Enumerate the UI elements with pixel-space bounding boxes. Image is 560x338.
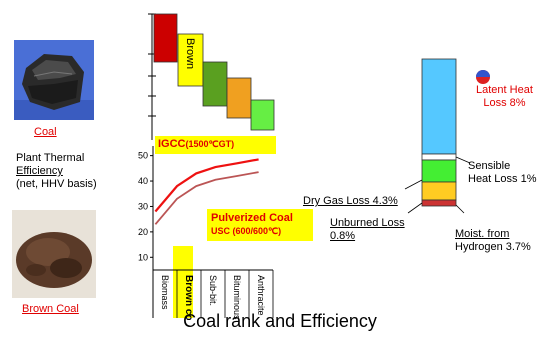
segment-moisture <box>421 199 457 207</box>
igcc-line <box>154 158 259 213</box>
step-anthracite <box>250 99 275 131</box>
efficiency-label-line-2: Efficiency <box>16 165 63 177</box>
step-subbit <box>202 61 228 107</box>
pc-label-box <box>207 209 313 241</box>
step-bituminous <box>226 77 252 119</box>
caption: Coal rank and Efficiency <box>183 311 377 331</box>
sensible-heat-label-line-1: Sensible <box>468 160 511 172</box>
y-tick-label: 40 <box>138 176 148 186</box>
dry-gas-leader <box>404 179 423 190</box>
latent-heat-label: Latent Heat Loss 8% <box>476 84 533 110</box>
category-label: Brown coal <box>183 275 194 320</box>
segment-sensible <box>421 153 457 161</box>
segment-latent <box>421 58 457 155</box>
efficiency-label-line-1: Plant Thermal <box>16 152 85 164</box>
igcc-label-main: IGCC <box>158 138 186 150</box>
step-brown <box>177 33 204 87</box>
sensible-heat-label: Sensible Heat Loss 1% <box>468 160 536 186</box>
pc-line <box>154 171 259 225</box>
efficiency-chart: 10 20 30 40 50 Biomass Brown coal Sub-bit. Bitu… <box>138 146 274 320</box>
latent-heat-label-line-2: Loss 8% <box>483 97 526 109</box>
y-tick-label: 30 <box>138 201 148 211</box>
unburned-loss-label-line-2: 0.8% <box>330 230 356 242</box>
y-tick-label: 10 <box>138 252 148 262</box>
unburned-loss-label: Unburned Loss 0.8% <box>330 217 405 243</box>
category-label: Bituminous <box>232 275 242 320</box>
pc-label-sub: USC (600/600℃) <box>211 226 282 236</box>
brown-coal-label[interactable]: Brown Coal <box>22 303 79 315</box>
efficiency-label-line-3: (net, HHV basis) <box>16 178 97 190</box>
igcc-label-sub: (1500℃GT) <box>185 139 235 149</box>
y-tick-label: 20 <box>138 227 148 237</box>
category-label: Anthracite <box>256 275 266 316</box>
y-tick-label: 50 <box>138 151 148 161</box>
coal-photo <box>14 40 94 120</box>
brown-coal-photo <box>12 210 96 298</box>
sensible-heat-label-line-2: Heat Loss 1% <box>468 173 537 185</box>
igcc-label-box <box>155 136 276 154</box>
coal-label[interactable]: Coal <box>34 126 57 138</box>
segment-dry-gas <box>421 159 457 183</box>
heat-loss-bar <box>404 58 490 214</box>
moisture-leader <box>455 204 465 214</box>
brown-step-label: Brown <box>184 38 196 69</box>
pc-label: Pulverized Coal USC (600/600℃) <box>211 212 293 238</box>
segment-unburned <box>421 181 457 201</box>
dry-gas-loss-label: Dry Gas Loss 4.3% <box>303 195 398 207</box>
pc-label-main: Pulverized Coal <box>211 212 293 224</box>
category-label: Sub-bit. <box>208 275 218 306</box>
igcc-label: IGCC(1500℃GT) <box>158 138 234 150</box>
moisture-label-line-2: Hydrogen 3.7% <box>455 241 531 253</box>
sensible-leader <box>455 156 471 164</box>
step-biomass <box>153 13 178 63</box>
unburned-leader <box>407 202 423 214</box>
moisture-label-line-1: Moist. from <box>455 228 510 240</box>
moisture-label: Moist. from Hydrogen 3.7% <box>455 228 531 254</box>
latent-heat-label-line-1: Latent Heat <box>476 84 533 96</box>
efficiency-label: Plant Thermal Efficiency (net, HHV basis… <box>16 152 97 191</box>
unburned-loss-label-line-1: Unburned Loss <box>330 217 405 229</box>
coal-rank-staircase: Brown <box>148 13 275 140</box>
brown-coal-highlight <box>173 246 193 318</box>
category-label: Biomass <box>160 275 170 310</box>
